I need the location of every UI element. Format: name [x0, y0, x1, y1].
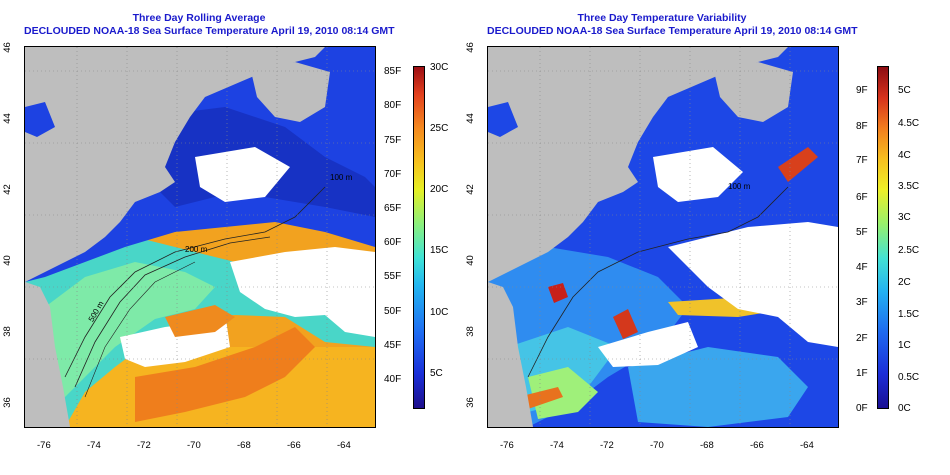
cb-left-f-80: 80F: [384, 100, 402, 111]
cb-left-c-25: 25C: [430, 123, 449, 134]
left-xtick-70: -70: [187, 440, 201, 451]
cb-right-c-0: 0C: [898, 403, 911, 414]
cb-left-f-70: 70F: [384, 169, 402, 180]
left-title-line2: DECLOUDED NOAA-18 Sea Surface Temperatur…: [24, 25, 395, 37]
left-xtick-74: -74: [87, 440, 101, 451]
cb-left-f-40: 40F: [384, 374, 402, 385]
cb-right-f-3: 3F: [856, 297, 868, 308]
right-xtick-74: -74: [550, 440, 564, 451]
cb-right-f-8: 8F: [856, 121, 868, 132]
left-colorbar: [413, 66, 425, 409]
right-title-line2: DECLOUDED NOAA-18 Sea Surface Temperatur…: [487, 25, 858, 37]
cb-right-f-2: 2F: [856, 333, 868, 344]
sst-missing-data: [230, 247, 375, 337]
left-xtick-66: -66: [287, 440, 301, 451]
cb-left-f-50: 50F: [384, 306, 402, 317]
cb-left-f-60: 60F: [384, 237, 402, 248]
cb-right-f-6: 6F: [856, 192, 868, 203]
left-xtick-76: -76: [37, 440, 51, 451]
cb-right-f-9: 9F: [856, 85, 868, 96]
cb-right-c-2: 2C: [898, 277, 911, 288]
map-grid-right: [488, 47, 838, 427]
left-ytick-36: 36: [1, 397, 13, 408]
cb-right-c-1.5: 1.5C: [898, 309, 920, 320]
left-ytick-38: 38: [1, 326, 13, 337]
cb-left-f-85: 85F: [384, 66, 402, 77]
land-mass: [25, 47, 325, 282]
left-xtick-72: -72: [137, 440, 151, 451]
right-ytick-46: 46: [464, 42, 476, 53]
cb-left-c-30: 30C: [430, 62, 449, 73]
right-ytick-36: 36: [464, 397, 476, 408]
cb-left-f-55: 55F: [384, 271, 402, 282]
variability-high-spots: [548, 283, 568, 303]
right-variability-map: 100 m: [487, 46, 839, 428]
cb-right-f-4: 4F: [856, 262, 868, 273]
left-ytick-40: 40: [1, 255, 13, 266]
cb-left-f-45: 45F: [384, 340, 402, 351]
right-xtick-66: -66: [750, 440, 764, 451]
cb-right-f-5: 5F: [856, 227, 868, 238]
right-xtick-76: -76: [500, 440, 514, 451]
cb-right-f-0: 0F: [856, 403, 868, 414]
right-ytick-44: 44: [464, 113, 476, 124]
cb-right-c-2.5: 2.5C: [898, 245, 920, 256]
cb-right-c-4: 4C: [898, 150, 911, 161]
right-xtick-68: -68: [700, 440, 714, 451]
cb-right-c-5: 5C: [898, 85, 911, 96]
cb-right-c-4.5: 4.5C: [898, 118, 920, 129]
cb-right-f-1: 1F: [856, 368, 868, 379]
contour-label-200: 200 m: [185, 245, 208, 254]
right-ytick-40: 40: [464, 255, 476, 266]
cb-left-c-20: 20C: [430, 184, 449, 195]
right-colorbar: [877, 66, 889, 409]
cb-left-f-75: 75F: [384, 135, 402, 146]
cb-left-c-10: 10C: [430, 307, 449, 318]
map-grid: [25, 47, 375, 427]
bathymetry-contours: [64, 186, 326, 378]
left-ytick-44: 44: [1, 113, 13, 124]
land-mass-right: [488, 47, 788, 282]
cb-right-c-1: 1C: [898, 340, 911, 351]
left-xtick-64: -64: [337, 440, 351, 451]
cb-right-f-7: 7F: [856, 155, 868, 166]
left-ytick-46: 46: [1, 42, 13, 53]
left-xtick-68: -68: [237, 440, 251, 451]
right-contour-label-100: 100 m: [728, 182, 751, 191]
left-title-line1: Three Day Rolling Average: [132, 12, 266, 24]
left-ytick-42: 42: [1, 184, 13, 195]
bathymetry-contours-right: [527, 186, 789, 378]
cb-right-c-0.5: 0.5C: [898, 372, 920, 383]
variability-missing-data: [668, 222, 838, 347]
left-sst-map: 500 m 200 m 100 m: [24, 46, 376, 428]
right-ytick-42: 42: [464, 184, 476, 195]
contour-label-100: 100 m: [330, 173, 353, 182]
cb-left-c-15: 15C: [430, 245, 449, 256]
cb-right-c-3.5: 3.5C: [898, 181, 920, 192]
cb-left-f-65: 65F: [384, 203, 402, 214]
right-title-line1: Three Day Temperature Variability: [577, 12, 747, 24]
right-ytick-38: 38: [464, 326, 476, 337]
right-xtick-72: -72: [600, 440, 614, 451]
cb-right-c-3: 3C: [898, 212, 911, 223]
right-xtick-64: -64: [800, 440, 814, 451]
cb-left-c-5: 5C: [430, 368, 443, 379]
right-xtick-70: -70: [650, 440, 664, 451]
